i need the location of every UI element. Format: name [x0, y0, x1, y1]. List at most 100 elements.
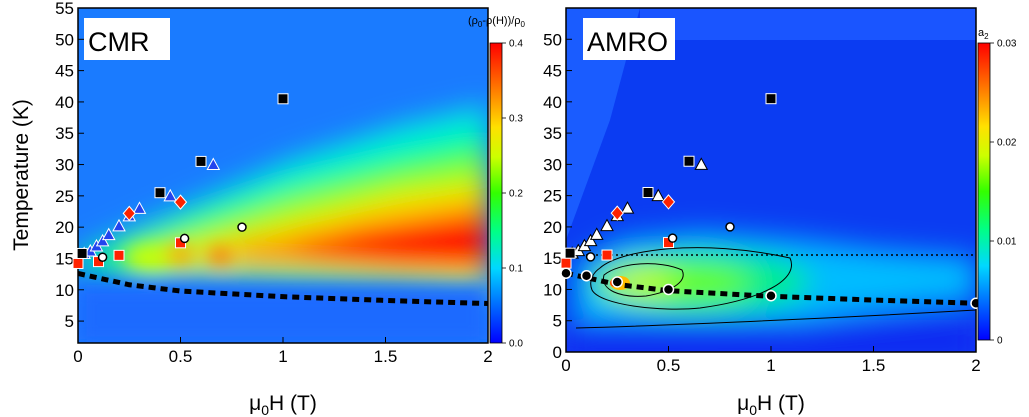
x-tick-label: 1	[766, 356, 775, 375]
red-square-marker	[560, 257, 572, 269]
x-tick-label: 2	[971, 356, 980, 375]
y-tick-label: 35	[55, 124, 74, 143]
amro-x-axis-label: μ0H (T)	[737, 392, 805, 417]
black-circle-marker	[765, 289, 777, 302]
blue-triangle-marker	[206, 157, 221, 171]
white-circle-marker	[97, 252, 108, 262]
black-square-marker	[683, 155, 695, 167]
y-tick-label: 0	[553, 343, 562, 362]
blue-triangle-marker	[163, 188, 178, 202]
y-tick-label: 25	[55, 187, 74, 206]
blue-triangle-marker	[101, 227, 116, 241]
blue-triangle-marker	[95, 233, 110, 247]
colorbar-tick-label: 0.0	[509, 339, 523, 350]
black-circle-marker	[611, 276, 623, 288]
cmr-panel-label: CMR	[88, 27, 150, 57]
y-tick-label: 10	[543, 280, 562, 299]
amro-data	[560, 93, 982, 309]
red-diamond-marker	[173, 194, 188, 210]
x-tick-label: 2	[483, 347, 492, 366]
black-square-marker	[642, 187, 654, 199]
white-circle-marker	[725, 222, 735, 232]
x-tick-label: 0.5	[657, 356, 681, 375]
y-tick-label: 40	[55, 93, 74, 112]
red-diamond-marker	[610, 205, 624, 221]
y-tick-label: 55	[55, 0, 74, 18]
y-tick-label: 45	[55, 62, 74, 81]
white-circle-marker	[237, 222, 247, 232]
black-square-marker	[564, 247, 576, 259]
y-tick-label: 5	[65, 312, 74, 331]
y-tick-label: 50	[55, 30, 74, 49]
red-diamond-marker	[661, 194, 676, 210]
y-tick-label: 5	[553, 312, 562, 331]
x-tick-label: 1	[278, 347, 287, 366]
red-diamond-marker	[122, 205, 136, 222]
cmr-colorbar-title: (ρ0-ρ(H))/ρ0	[468, 15, 526, 29]
black-circle-marker	[560, 267, 572, 279]
white-circle-marker	[585, 252, 596, 262]
cmr-heatmap	[78, 8, 488, 343]
black-square-marker	[195, 155, 207, 167]
dashed-line	[565, 270, 977, 306]
white-circle-marker	[179, 233, 190, 244]
black-square-marker	[76, 247, 88, 259]
colorbar-tick-label: 0.3	[509, 114, 523, 125]
y-tick-label: 15	[543, 249, 562, 268]
black-square-marker	[765, 93, 777, 105]
white-circle-marker	[667, 233, 678, 243]
amro-colorbar: 0 0.01 0.02 0.03 a2	[977, 27, 1017, 347]
colorbar-tick-label: 0.1	[509, 264, 523, 275]
y-tick-label: 50	[543, 30, 562, 49]
cmr-y-axis-label: Temperature (K)	[10, 99, 33, 251]
red-square-marker	[72, 257, 84, 269]
x-tick-label: 0	[73, 347, 82, 366]
blue-triangle-marker	[132, 201, 147, 214]
y-tick-label: 30	[55, 156, 74, 175]
red-square-marker	[113, 249, 125, 261]
colorbar-tick-label: 0.4	[509, 39, 523, 50]
amro-colorbar-title: a2	[978, 27, 989, 41]
cmr-data	[72, 93, 489, 307]
black-square-marker	[277, 93, 289, 105]
dashed-line	[77, 271, 489, 307]
x-tick-label: 1.5	[374, 347, 398, 366]
white-triangle-marker	[694, 157, 709, 170]
white-triangle-marker	[651, 188, 666, 202]
colorbar-tick-label: 0	[997, 336, 1003, 347]
black-square-marker	[154, 187, 166, 199]
colorbar-tick-label: 0.2	[509, 189, 523, 200]
black-circle-marker	[662, 283, 675, 296]
x-tick-label: 0	[561, 356, 570, 375]
amro-panel-label: AMRO	[587, 27, 668, 57]
white-triangle-marker	[600, 218, 614, 232]
amro-heatmap	[566, 8, 976, 352]
y-tick-label: 30	[543, 155, 562, 174]
y-tick-label: 40	[543, 93, 562, 112]
colorbar-tick-label: 0.03	[997, 39, 1017, 50]
white-triangle-marker	[583, 233, 598, 247]
red-square-marker	[601, 249, 613, 261]
colorbar-tick-label: 0.02	[997, 138, 1017, 149]
blue-triangle-marker	[112, 218, 126, 232]
y-tick-label: 25	[543, 187, 562, 206]
y-tick-label: 35	[543, 124, 562, 143]
white-triangle-marker	[620, 201, 635, 214]
y-tick-label: 10	[55, 281, 74, 300]
y-tick-label: 45	[543, 62, 562, 81]
cmr-x-axis-label: μ0H (T)	[249, 392, 317, 417]
colorbar-tick-label: 0.01	[997, 237, 1017, 248]
x-tick-label: 0.5	[169, 347, 193, 366]
white-triangle-marker	[589, 227, 604, 240]
cmr-colorbar: 0.0 0.1 0.2 0.3 0.4 (ρ0-ρ(H))/ρ0	[468, 15, 526, 350]
x-tick-label: 1.5	[862, 356, 886, 375]
y-tick-label: 20	[55, 218, 74, 237]
black-circle-marker	[580, 269, 593, 282]
y-tick-label: 20	[543, 218, 562, 237]
y-tick-label: 15	[55, 249, 74, 268]
